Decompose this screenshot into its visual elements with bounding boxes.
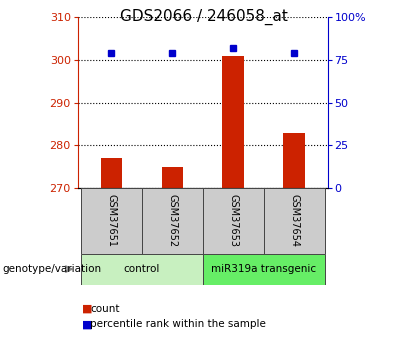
Bar bbox=[162, 167, 183, 188]
Text: GSM37652: GSM37652 bbox=[167, 194, 177, 247]
Text: percentile rank within the sample: percentile rank within the sample bbox=[90, 319, 266, 329]
Text: genotype/variation: genotype/variation bbox=[2, 264, 101, 274]
Bar bbox=[203, 188, 264, 254]
Text: count: count bbox=[90, 304, 120, 314]
Text: miR319a transgenic: miR319a transgenic bbox=[211, 264, 316, 274]
Text: control: control bbox=[123, 264, 160, 274]
Bar bbox=[142, 188, 203, 254]
Bar bbox=[264, 188, 325, 254]
Text: GSM37653: GSM37653 bbox=[228, 194, 238, 247]
Bar bbox=[223, 56, 244, 188]
Bar bbox=[100, 158, 122, 188]
Text: ■: ■ bbox=[82, 319, 92, 329]
Bar bbox=[284, 132, 305, 188]
Text: GSM37654: GSM37654 bbox=[289, 194, 299, 247]
Text: GDS2066 / 246058_at: GDS2066 / 246058_at bbox=[120, 9, 288, 25]
Bar bbox=[203, 254, 325, 285]
Text: ■: ■ bbox=[82, 304, 92, 314]
Bar bbox=[81, 254, 203, 285]
Text: GSM37651: GSM37651 bbox=[106, 194, 116, 247]
Bar bbox=[81, 188, 142, 254]
